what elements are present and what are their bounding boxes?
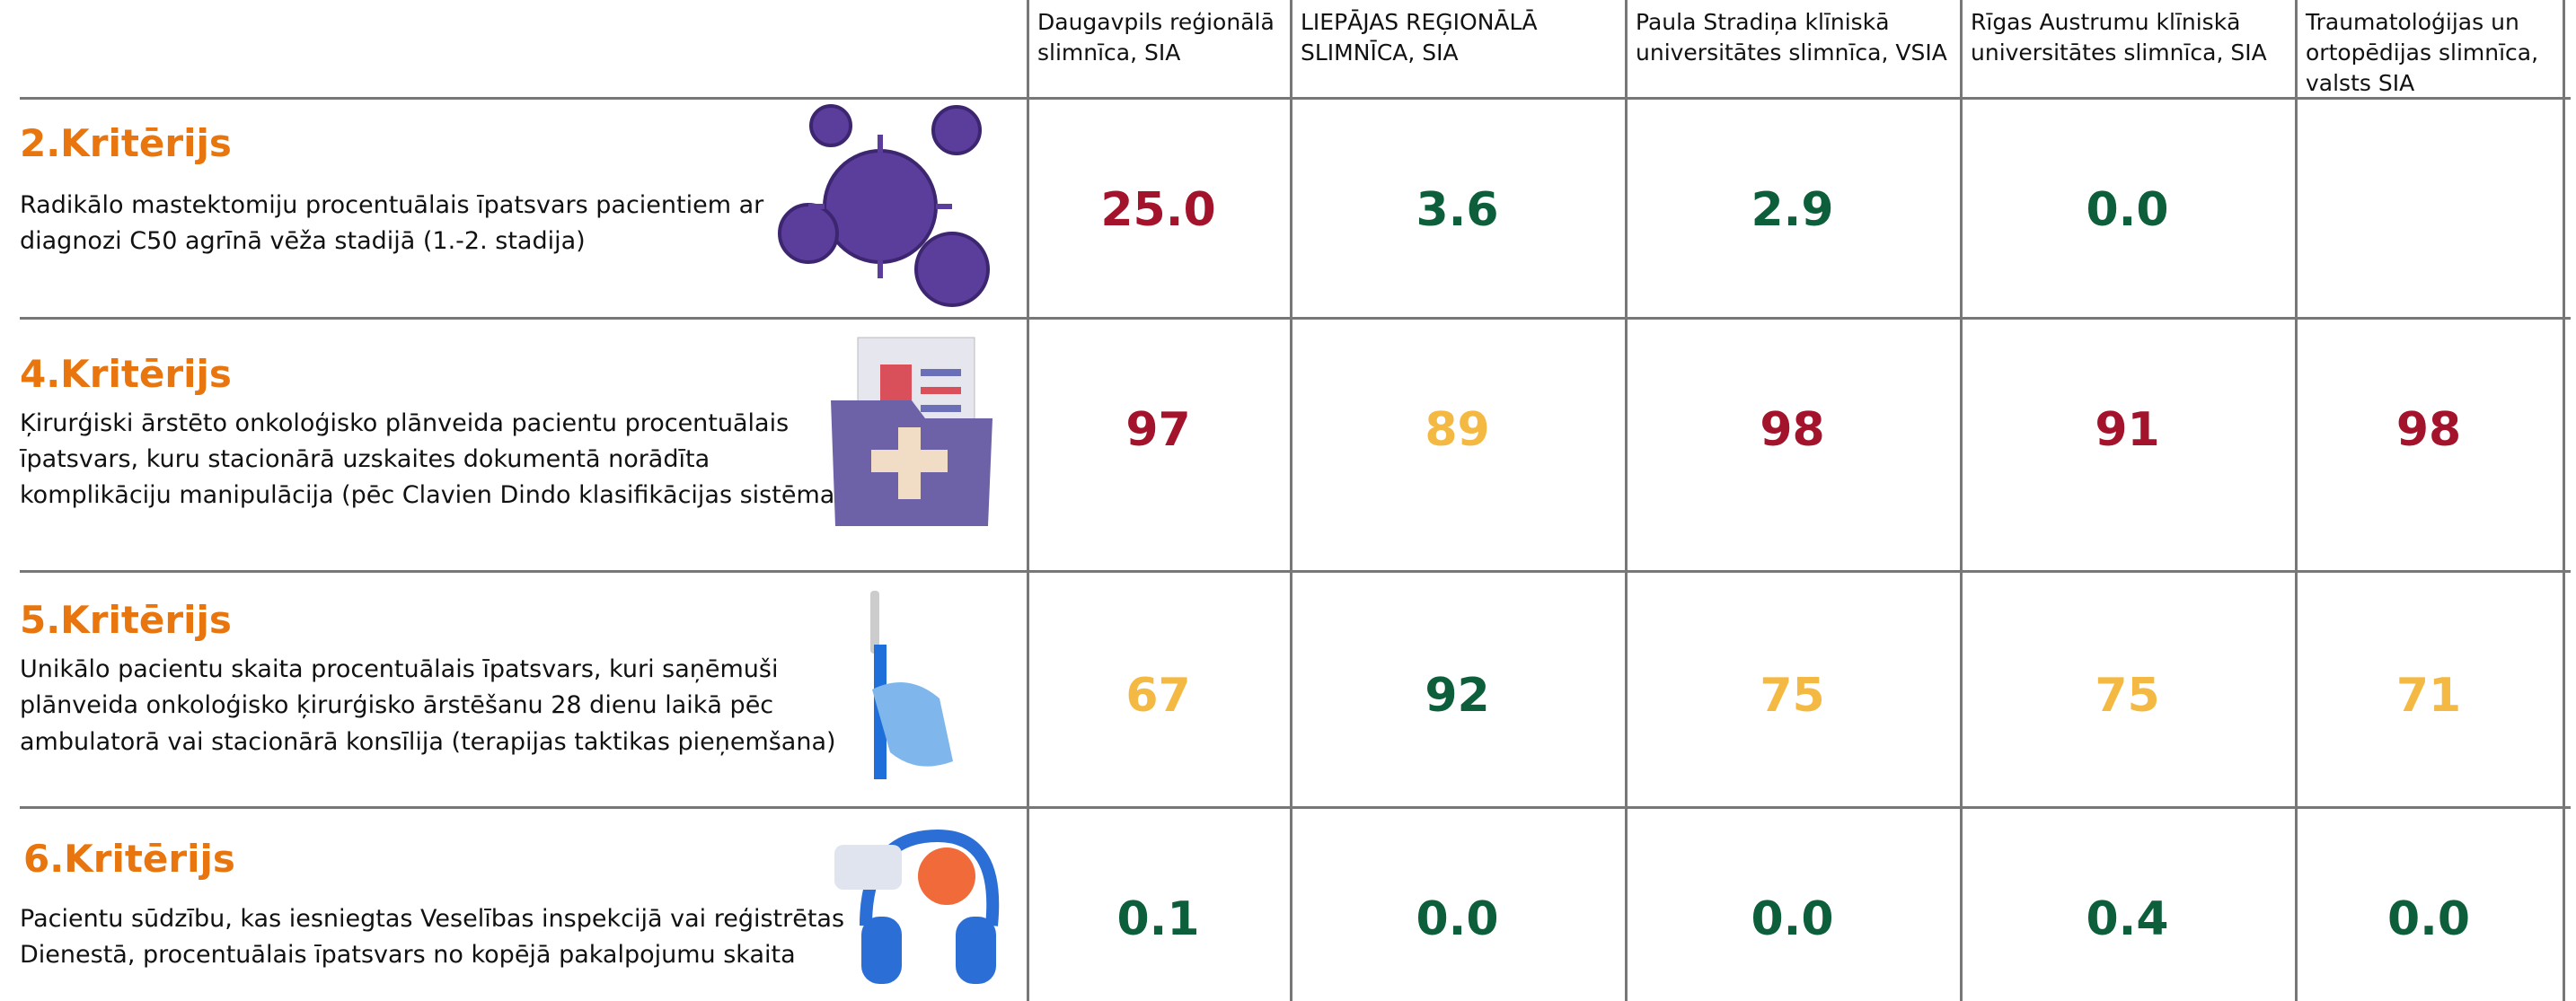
value-cell: 0.1 — [1116, 892, 1199, 946]
value-cell: 3.6 — [1416, 183, 1498, 237]
hospital-header: Rīgas Austrumu klīniskā universitātes sl… — [1971, 7, 2291, 68]
hospital-header: Traumatoloģijas un ortopēdijas slimnīca,… — [2306, 7, 2559, 99]
row-line — [20, 97, 2571, 100]
criterion-description: Unikālo pacientu skaita procentuālais īp… — [20, 652, 778, 688]
glove-icon — [854, 591, 971, 788]
folder-icon — [822, 329, 1001, 534]
row-line — [20, 317, 2571, 320]
column-line — [1960, 0, 1963, 1001]
value-cell: 98 — [1760, 403, 1824, 457]
value-cell: 0.0 — [2387, 892, 2470, 946]
criterion-description: ambulatorā vai stacionārā konsīlija (ter… — [20, 724, 836, 760]
criterion-description: Pacientu sūdzību, kas iesniegtas Veselīb… — [20, 901, 844, 937]
value-cell: 0.0 — [1751, 892, 1833, 946]
value-cell: 98 — [2396, 403, 2461, 457]
row-line — [20, 570, 2571, 573]
criterion-title: 2.Kritērijs — [20, 121, 232, 165]
hospital-header: Daugavpils reģionālā slimnīca, SIA — [1037, 7, 1286, 68]
criterion-description: diagnozi C50 agrīnā vēža stadijā (1.-2. … — [20, 224, 586, 259]
criterion-description: īpatsvars, kuru stacionārā uzskaites dok… — [20, 442, 710, 478]
criterion-title: 4.Kritērijs — [20, 352, 232, 396]
criterion-description: Dienestā, procentuālais īpatsvars no kop… — [20, 937, 796, 973]
column-line — [2295, 0, 2298, 1001]
value-cell: 2.9 — [1751, 183, 1833, 237]
hospital-header: LIEPĀJAS REĢIONĀLĀ SLIMNĪCA, SIA — [1301, 7, 1621, 68]
headset-icon — [830, 818, 1001, 994]
criterion-description: komplikāciju manipulācija (pēc Clavien D… — [20, 478, 857, 514]
column-line — [2563, 0, 2565, 1001]
value-cell: 75 — [2095, 669, 2159, 723]
criterion-description: plānveida onkoloģisko ķirurģisko ārstēša… — [20, 688, 773, 724]
criterion-description: Ķirurģiski ārstēto onkoloģisko plānveida… — [20, 406, 789, 442]
column-line — [1625, 0, 1628, 1001]
criterion-description: Radikālo mastektomiju procentuālais īpat… — [20, 188, 763, 224]
value-cell: 71 — [2396, 669, 2461, 723]
value-cell: 91 — [2095, 403, 2159, 457]
value-cell: 0.4 — [2086, 892, 2168, 946]
column-line — [1027, 0, 1029, 1001]
column-line — [1290, 0, 1292, 1001]
criterion-title: 5.Kritērijs — [20, 598, 232, 642]
value-cell: 0.0 — [2086, 183, 2168, 237]
row-line — [20, 806, 2571, 809]
value-cell: 92 — [1425, 669, 1489, 723]
page: Daugavpils reģionālā slimnīca, SIALIEPĀJ… — [0, 0, 2576, 1001]
value-cell: 97 — [1125, 403, 1190, 457]
criterion-title: 6.Kritērijs — [23, 837, 235, 881]
value-cell: 0.0 — [1416, 892, 1498, 946]
hospital-header: Paula Stradiņa klīniskā universitātes sl… — [1636, 7, 1956, 68]
value-cell: 25.0 — [1100, 183, 1215, 237]
value-cell: 75 — [1760, 669, 1824, 723]
virus-icon — [772, 99, 1001, 312]
value-cell: 67 — [1125, 669, 1190, 723]
value-cell: 89 — [1425, 403, 1489, 457]
